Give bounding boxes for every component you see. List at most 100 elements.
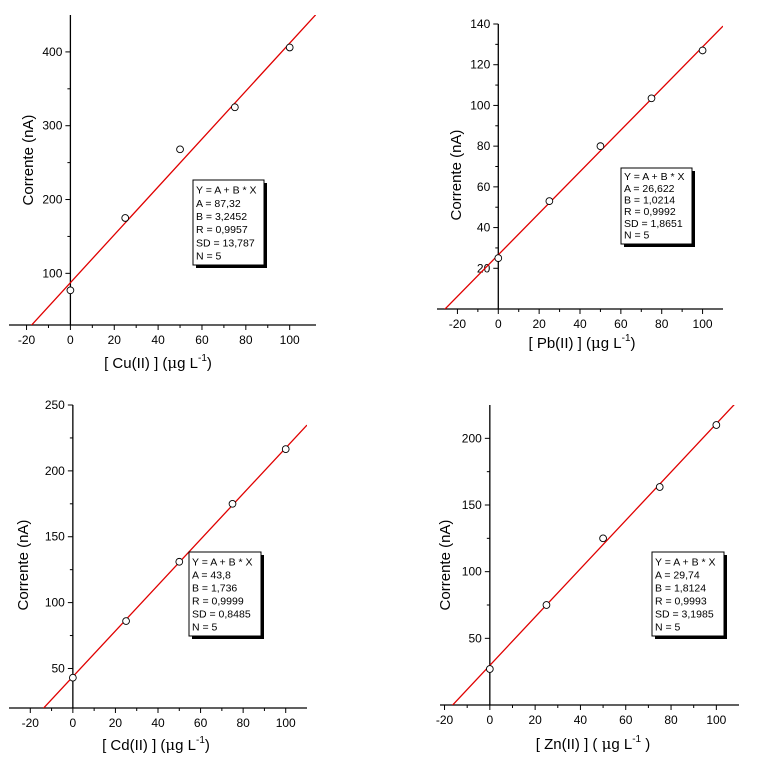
data-point	[698, 46, 707, 55]
fit-result-line: A = 29,74	[655, 570, 700, 582]
data-point	[121, 214, 130, 222]
data-point	[596, 142, 605, 150]
y-tick-label: 150	[462, 498, 482, 512]
fit-result-line: SD = 1,8651	[624, 218, 683, 230]
fit-results-box	[188, 551, 262, 637]
x-axis-title-part: [ Cu(II) ] (	[104, 355, 167, 372]
y-tick-label: 50	[51, 661, 65, 675]
x-axis-title-part: g L	[177, 355, 198, 372]
fit-result-line: SD = 0,8485	[192, 609, 251, 621]
x-tick-label: 20	[108, 333, 122, 347]
data-point	[228, 499, 237, 508]
chart-panel-cd: -20 0 20 40 60 80 100 50 100 150 200 250 Y = A + B *…	[9, 398, 307, 754]
x-tick-label: 80	[664, 713, 678, 727]
fit-result-line: A = 43,8	[192, 570, 231, 582]
x-tick-label: 20	[532, 317, 546, 331]
fit-result-line: Y = A + B * X	[196, 185, 257, 197]
fit-result-line: R = 0,9993	[655, 596, 707, 608]
data-point	[712, 421, 721, 429]
data-point	[176, 145, 184, 154]
fit-result-line: B = 1,8124	[655, 583, 706, 595]
x-tick-label: 100	[276, 716, 296, 730]
fit-result-line: N = 5	[196, 251, 222, 263]
x-axis-title-part: μ	[602, 735, 612, 753]
y-axis-title: Corrente (nA)	[448, 130, 465, 221]
y-tick-label: 80	[477, 139, 491, 153]
data-point	[545, 197, 554, 205]
y-axis-title: Corrente (nA)	[20, 115, 37, 206]
x-tick-label: 60	[195, 333, 209, 347]
x-axis-title: [ Cu(II) ] (μg L-1)	[104, 353, 212, 372]
x-axis-title-part: [ Pb(II) ] (	[528, 335, 591, 352]
fit-line	[42, 424, 307, 708]
fit-result-line: B = 1,736	[192, 583, 237, 595]
x-tick-label: -20	[18, 333, 36, 347]
fit-result-line: R = 0,9957	[196, 224, 248, 236]
x-axis-title-superscript: -1	[632, 734, 641, 745]
y-tick-label: 60	[477, 180, 491, 194]
x-tick-label: -20	[436, 713, 454, 727]
x-tick-label: 80	[655, 317, 669, 331]
x-tick-label: 60	[194, 716, 208, 730]
x-axis-title-part: )	[205, 737, 210, 754]
x-tick-label: 60	[619, 713, 633, 727]
data-point	[285, 43, 294, 52]
y-tick-label: 300	[42, 119, 62, 133]
x-axis-title: [ Zn(II) ] ( μg L-1 )	[536, 734, 651, 753]
x-tick-label: 40	[151, 716, 165, 730]
x-axis-title-part: [ Cd(II) ] (	[102, 737, 165, 754]
x-axis-title-part: )	[207, 355, 212, 372]
x-tick-label: 40	[573, 317, 587, 331]
data-point	[647, 94, 656, 103]
fit-result-line: N = 5	[655, 622, 681, 634]
x-tick-label: 60	[614, 317, 628, 331]
fit-result-line: A = 26,622	[624, 183, 675, 195]
data-point	[66, 286, 75, 295]
y-tick-label: 200	[42, 193, 62, 207]
y-tick-label: 20	[477, 261, 491, 275]
x-tick-label: 0	[67, 333, 74, 347]
data-point	[281, 445, 290, 453]
fit-result-line: R = 0,9999	[192, 596, 244, 608]
x-axis-title-part: g L	[175, 737, 196, 754]
y-tick-label: 100	[42, 266, 62, 280]
chart-panel-zn: -20 0 20 40 60 80 100 50 100 150 200 Y = A + B * XA…	[436, 405, 739, 753]
fit-result-line: R = 0,9992	[624, 206, 676, 218]
x-tick-label: -20	[22, 716, 40, 730]
fit-results-box	[620, 167, 693, 245]
fit-result-line: N = 5	[192, 622, 218, 634]
x-tick-label: 100	[693, 317, 713, 331]
x-tick-label: 0	[70, 716, 77, 730]
y-tick-label: 40	[477, 221, 491, 235]
y-tick-label: 140	[470, 17, 490, 31]
y-tick-label: 400	[42, 45, 62, 59]
x-tick-label: 0	[486, 713, 493, 727]
x-axis-title-part: )	[641, 736, 650, 753]
data-point	[485, 665, 494, 673]
fit-result-line: Y = A + B * X	[655, 557, 716, 569]
fit-line	[30, 15, 316, 325]
y-tick-label: 150	[45, 530, 65, 544]
data-point	[542, 601, 551, 609]
x-axis-title-superscript: -1	[198, 353, 207, 364]
fit-result-line: Y = A + B * X	[624, 171, 685, 183]
y-tick-label: 250	[45, 398, 65, 412]
data-point	[599, 534, 607, 543]
y-tick-label: 200	[462, 431, 482, 445]
x-axis-title-superscript: -1	[196, 735, 205, 746]
data-point	[175, 557, 184, 566]
x-tick-label: -20	[449, 317, 467, 331]
y-tick-label: 100	[45, 596, 65, 610]
x-axis-title-part: μ	[591, 334, 601, 352]
x-tick-label: 0	[495, 317, 502, 331]
x-axis-title-part: μ	[167, 354, 177, 372]
x-tick-label: 20	[109, 716, 123, 730]
x-tick-label: 40	[574, 713, 588, 727]
y-tick-label: 120	[470, 58, 490, 72]
fit-results-box	[192, 179, 265, 266]
fit-result-line: N = 5	[624, 230, 650, 242]
data-point	[69, 673, 77, 682]
x-axis-title-part: [ Zn(II) ] (	[536, 736, 602, 753]
fit-result-line: SD = 13,787	[196, 237, 255, 249]
